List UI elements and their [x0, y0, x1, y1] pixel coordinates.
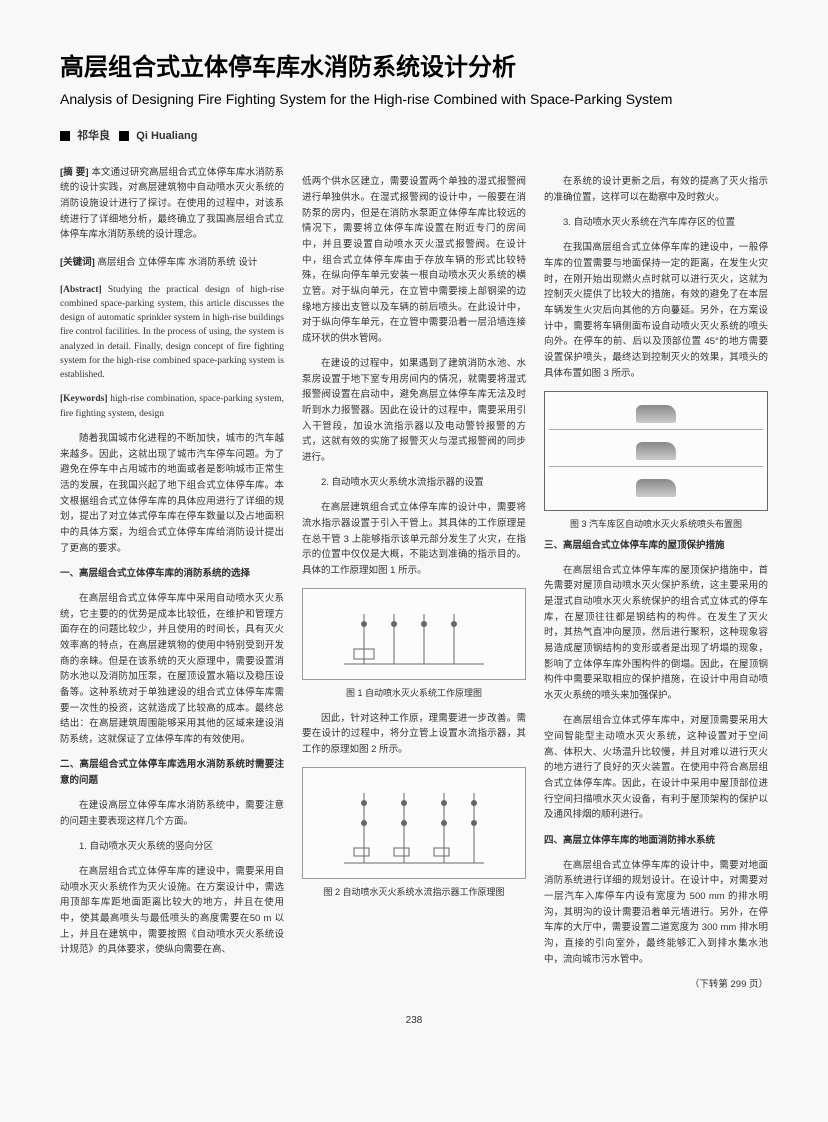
col1-para2: 在高层组合式立体停车库中采用自动喷水灭火系统，它主要的的优势是成本比较低，在维护…	[60, 591, 284, 748]
abstract-cn-label: [摘 要]	[60, 167, 89, 178]
abstract-en-label: [Abstract]	[60, 285, 102, 295]
keywords-en-block: [Keywords] high-rise combination, space-…	[60, 392, 284, 421]
col3-para4: 在高层组合立体式停车库中，对屋顶需要采用大空间智能型主动喷水灭火系统，这种设置对…	[544, 713, 768, 823]
car-row	[549, 436, 763, 467]
content-columns: [摘 要] 本文通过研究高层组合式立体停车库水消防系统的设计实践，对高层建筑物中…	[60, 165, 768, 993]
square-icon	[119, 131, 129, 141]
col3-para2-label: 3. 自动喷水灭火系统在汽车库存区的位置	[544, 215, 768, 231]
car-icon	[636, 442, 676, 460]
car-icon	[636, 405, 676, 423]
column-1: [摘 要] 本文通过研究高层组合式立体停车库水消防系统的设计实践，对高层建筑物中…	[60, 165, 284, 993]
keywords-cn-block: [关键词] 高层组合 立体停车库 水消防系统 设计	[60, 255, 284, 271]
col1-para1: 随着我国城市化进程的不断加快，城市的汽车越来越多。因此，这就出现了城市汽车停车问…	[60, 431, 284, 556]
col1-para4: 在高层组合式立体停车库的建设中，需要采用自动喷水灭火系统作为灭火设施。在方案设计…	[60, 864, 284, 958]
abstract-en-text: Studying the practical design of high-ri…	[60, 285, 284, 381]
abstract-cn-text: 本文通过研究高层组合式立体停车库水消防系统的设计实践，对高层建筑物中自动喷水灭火…	[60, 167, 284, 241]
square-icon	[60, 131, 70, 141]
figure-1-caption: 图 1 自动喷水灭火系统工作原理图	[302, 686, 526, 701]
car-row	[549, 399, 763, 430]
diagram-icon	[334, 773, 494, 873]
keywords-cn-label: [关键词]	[60, 257, 95, 268]
col2-para2: 在建设的过程中，如果遇到了建筑消防水池、水泵房设置于地下室专用房间内的情况，就需…	[302, 356, 526, 466]
figure-3	[544, 391, 768, 511]
figure-3-caption: 图 3 汽车库区自动喷水灭火系统喷头布置图	[544, 517, 768, 532]
author-cn: 祁华良	[77, 130, 110, 142]
col3-para3: 在高层组合式立体停车库的屋顶保护措施中，首先需要对屋顶自动喷水灭火保护系统，这主…	[544, 563, 768, 704]
car-row	[549, 473, 763, 503]
heading-3: 三、高层组合式立体停车库的屋顶保护措施	[544, 538, 768, 554]
col2-para4: 因此，针对这种工作原，理需要进一步改善。需要在设计的过程中，将分立管上设置水流指…	[302, 711, 526, 758]
col1-para3: 在建设高层立体停车库水消防系统中，需要注意的问题主要表现这样几个方面。	[60, 798, 284, 829]
heading-1: 一、高层组合式立体停车库的消防系统的选择	[60, 566, 284, 582]
title-chinese: 高层组合式立体停车库水消防系统设计分析	[60, 50, 768, 86]
col3-para5: 在高层组合式立体停车库的设计中，需要对地面消防系统进行详细的规划设计。在设计中，…	[544, 858, 768, 968]
author-en: Qi Hualiang	[136, 130, 197, 142]
page-number: 238	[60, 1013, 768, 1028]
col2-para3-label: 2. 自动喷水灭火系统水流指示器的设置	[302, 475, 526, 491]
figure-1	[302, 588, 526, 680]
author-line: 祁华良 Qi Hualiang	[60, 128, 768, 145]
figure-2	[302, 767, 526, 879]
figure-2-caption: 图 2 自动喷水灭火系统水流指示器工作原理图	[302, 885, 526, 900]
column-2: 低两个供水区建立，需要设置两个单独的湿式报警阀进行单独供水。在湿式报警阀的设计中…	[302, 165, 526, 993]
col1-para4-label: 1. 自动喷水灭火系统的竖向分区	[60, 839, 284, 855]
abstract-cn-block: [摘 要] 本文通过研究高层组合式立体停车库水消防系统的设计实践，对高层建筑物中…	[60, 165, 284, 243]
col3-para1: 在系统的设计更新之后，有效的提高了灭火指示的准确位置，这样可以在勘察中及时救火。	[544, 174, 768, 205]
car-icon	[636, 479, 676, 497]
heading-2: 二、高层组合式立体停车库选用水消防系统时需要注意的问题	[60, 757, 284, 788]
col2-para3: 在高层建筑组合式立体停车库的设计中，需要将流水指示器设置于引入干管上。其具体的工…	[302, 500, 526, 578]
col3-para2: 在我国高层组合式立体停车库的建设中，一般停车库的位置需要与地面保持一定的距离，在…	[544, 240, 768, 381]
heading-4: 四、高层立体停车库的地面消防排水系统	[544, 833, 768, 849]
col2-para1: 低两个供水区建立，需要设置两个单独的湿式报警阀进行单独供水。在湿式报警阀的设计中…	[302, 174, 526, 346]
keywords-en-label: [Keywords]	[60, 394, 108, 404]
abstract-en-block: [Abstract] Studying the practical design…	[60, 283, 284, 383]
continued-note: （下转第 299 页）	[544, 977, 768, 993]
title-english: Analysis of Designing Fire Fighting Syst…	[60, 90, 768, 108]
diagram-icon	[334, 594, 494, 674]
keywords-cn-text: 高层组合 立体停车库 水消防系统 设计	[97, 257, 257, 268]
column-3: 在系统的设计更新之后，有效的提高了灭火指示的准确位置，这样可以在勘察中及时救火。…	[544, 165, 768, 993]
